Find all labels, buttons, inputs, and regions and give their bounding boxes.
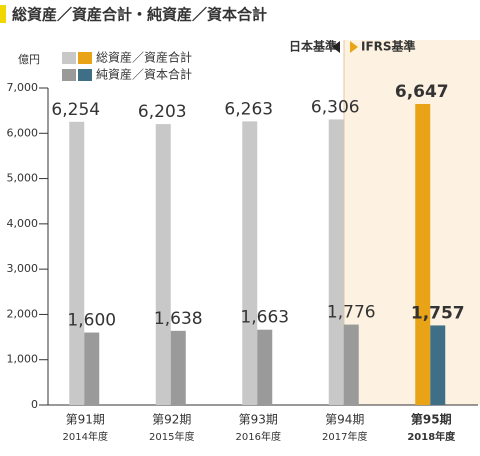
bar <box>84 332 100 405</box>
arrow-right <box>350 41 358 53</box>
value-label: 1,776 <box>327 303 376 323</box>
arrow-left <box>332 41 340 53</box>
bar <box>257 329 273 405</box>
x-tick-sublabel: 2015年度 <box>149 430 194 443</box>
x-tick-sublabel: 2018年度 <box>407 430 456 443</box>
value-label: 6,647 <box>395 82 449 102</box>
x-tick-sublabel: 2014年度 <box>63 430 108 443</box>
value-label: 1,757 <box>411 303 465 323</box>
x-tick-label: 第91期 <box>66 413 105 427</box>
legend-label: 総資産／資産合計 <box>96 50 192 65</box>
bar <box>242 121 258 405</box>
legend-swatch <box>62 52 76 64</box>
x-tick-sublabel: 2016年度 <box>236 430 281 443</box>
legend-label: 純資産／資本合計 <box>96 67 192 82</box>
value-label: 6,203 <box>138 102 187 122</box>
chart-title: 総資産／資産合計・純資産／資本合計 <box>12 6 267 24</box>
title-marker <box>0 5 6 23</box>
bar <box>170 330 186 405</box>
bar <box>343 324 359 405</box>
annotation: IFRS基準 <box>361 39 416 54</box>
ifrs-background <box>344 40 480 405</box>
bar <box>69 121 85 405</box>
y-tick-label: 6,000 <box>7 126 39 139</box>
value-label: 6,254 <box>51 100 100 120</box>
x-tick-label: 第94期 <box>325 413 364 427</box>
y-tick-label: 0 <box>31 398 38 411</box>
value-label: 1,638 <box>154 309 203 329</box>
x-tick-label: 第93期 <box>239 413 278 427</box>
y-tick-label: 2,000 <box>7 307 39 320</box>
bar <box>328 119 344 405</box>
y-tick-label: 5,000 <box>7 172 39 185</box>
legend-swatch <box>78 69 92 81</box>
x-tick-label: 第92期 <box>152 413 191 427</box>
value-label: 1,663 <box>240 308 289 328</box>
x-tick-sublabel: 2017年度 <box>322 430 367 443</box>
value-label: 6,306 <box>311 97 360 117</box>
bar <box>155 124 171 405</box>
y-tick-label: 3,000 <box>7 262 39 275</box>
x-tick-label: 第95期 <box>411 412 452 427</box>
bar <box>415 103 431 406</box>
unit-label: 億円 <box>18 53 40 66</box>
bar <box>430 325 446 405</box>
annotation: 日本基準 <box>289 39 337 54</box>
y-tick-label: 4,000 <box>7 217 39 230</box>
value-label: 1,600 <box>67 311 116 331</box>
y-tick-label: 7,000 <box>7 81 39 94</box>
y-tick-label: 1,000 <box>7 353 39 366</box>
legend-swatch <box>62 69 76 81</box>
value-label: 6,263 <box>224 99 273 119</box>
legend-swatch <box>78 52 92 64</box>
